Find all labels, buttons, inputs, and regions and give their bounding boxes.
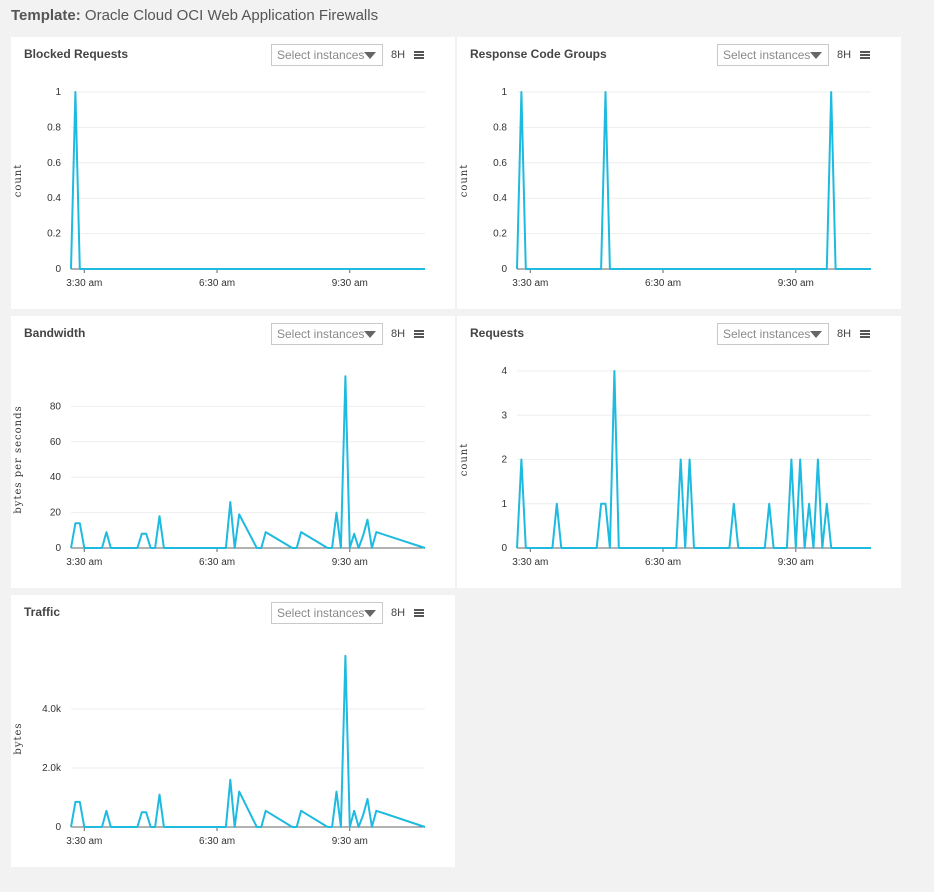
y-tick-label: 60 <box>50 437 62 448</box>
x-tick-label: 3:30 am <box>512 557 548 568</box>
x-tick-label: 3:30 am <box>66 557 102 568</box>
y-tick-label: 1 <box>55 87 61 98</box>
x-tick-label: 3:30 am <box>512 278 548 289</box>
panel-traffic: Traffic Select instances 8H 0 2.0k 4.0k 3:3… <box>11 595 455 867</box>
y-tick-label: 0.4 <box>47 193 61 204</box>
y-axis-label: count <box>13 164 24 198</box>
x-tick-label: 9:30 am <box>778 278 814 289</box>
y-tick-label: 2 <box>501 455 507 466</box>
y-tick-label: 40 <box>50 472 62 483</box>
panel-blocked-requests: Blocked Requests Select instances 8H 0 0.… <box>11 37 455 309</box>
y-tick-label: 4.0k <box>42 704 62 715</box>
list-icon[interactable] <box>414 51 424 60</box>
panel-title: Traffic <box>24 605 61 619</box>
page-title: Template: Oracle Cloud OCI Web Applicati… <box>11 7 378 24</box>
caret-down-icon <box>364 331 376 338</box>
y-tick-label: 0 <box>501 264 507 275</box>
template-name: Oracle Cloud OCI Web Application Firewal… <box>84 7 379 24</box>
template-label: Template: <box>11 7 81 24</box>
series-line <box>70 375 426 549</box>
series-line <box>70 654 426 828</box>
select-placeholder: Select instances <box>723 48 811 62</box>
y-tick-label: 80 <box>50 401 62 412</box>
list-icon[interactable] <box>414 330 424 339</box>
panel-bandwidth: Bandwidth Select instances 8H 0 20 40 60 80 3… <box>11 316 455 588</box>
list-icon[interactable] <box>860 51 870 60</box>
x-tick-label: 6:30 am <box>199 278 235 289</box>
x-tick-label: 6:30 am <box>645 557 681 568</box>
time-range-button[interactable]: 8H <box>391 328 406 340</box>
y-tick-label: 0.6 <box>47 158 61 169</box>
y-tick-label: 0.8 <box>493 122 507 133</box>
series-line <box>70 91 425 270</box>
list-icon[interactable] <box>414 609 424 618</box>
select-instances-dropdown[interactable]: Select instances <box>717 323 829 345</box>
panel-requests: Requests Select instances 8H 0 1 2 3 4 3:30 a… <box>457 316 901 588</box>
x-tick-label: 9:30 am <box>332 278 368 289</box>
time-range-button[interactable]: 8H <box>837 49 852 61</box>
time-range-button[interactable]: 8H <box>837 328 852 340</box>
panel-title: Response Code Groups <box>470 47 607 61</box>
y-axis-label: bytes per seconds <box>13 405 24 513</box>
select-placeholder: Select instances <box>723 327 811 341</box>
chart-blocked-requests: 0 0.2 0.4 0.6 0.8 1 3:30 am 6:30 am 9:30 am count <box>13 87 425 289</box>
y-axis-label: count <box>459 164 470 198</box>
y-tick-label: 2.0k <box>42 763 62 774</box>
y-tick-label: 0.2 <box>47 229 61 240</box>
select-instances-dropdown[interactable]: Select instances <box>717 44 829 66</box>
y-axis-label: bytes <box>13 722 24 754</box>
select-placeholder: Select instances <box>277 327 365 341</box>
list-icon[interactable] <box>860 330 870 339</box>
x-tick-label: 6:30 am <box>199 557 235 568</box>
y-tick-label: 0.4 <box>493 193 507 204</box>
panel-title: Bandwidth <box>24 326 86 340</box>
y-tick-label: 1 <box>501 87 507 98</box>
x-tick-label: 9:30 am <box>778 557 814 568</box>
y-tick-label: 1 <box>501 499 507 510</box>
time-range-button[interactable]: 8H <box>391 607 406 619</box>
series-line <box>516 91 871 270</box>
select-instances-dropdown[interactable]: Select instances <box>271 323 383 345</box>
select-placeholder: Select instances <box>277 48 365 62</box>
panel-response-code-groups: Response Code Groups Select instances 8H… <box>457 37 901 309</box>
x-tick-label: 6:30 am <box>199 836 235 847</box>
y-tick-label: 0.2 <box>493 229 507 240</box>
y-tick-label: 0 <box>55 822 61 833</box>
x-tick-label: 6:30 am <box>645 278 681 289</box>
chart-bandwidth: 0 20 40 60 80 3:30 am 6:30 am 9:30 am bytes per … <box>13 375 426 568</box>
y-tick-label: 0.8 <box>47 122 61 133</box>
x-tick-label: 3:30 am <box>66 836 102 847</box>
panel-title: Blocked Requests <box>24 47 129 61</box>
series-line <box>516 370 871 549</box>
caret-down-icon <box>810 52 822 59</box>
y-tick-label: 0 <box>55 264 61 275</box>
caret-down-icon <box>364 610 376 617</box>
chart-requests: 0 1 2 3 4 3:30 am 6:30 am 9:30 am count <box>459 366 871 568</box>
select-instances-dropdown[interactable]: Select instances <box>271 602 383 624</box>
select-placeholder: Select instances <box>277 606 365 620</box>
caret-down-icon <box>364 52 376 59</box>
y-tick-label: 0 <box>55 543 61 554</box>
chart-response-code-groups: 0 0.2 0.4 0.6 0.8 1 3:30 am 6:30 am 9:30 am count <box>459 87 871 289</box>
select-instances-dropdown[interactable]: Select instances <box>271 44 383 66</box>
chart-traffic: 0 2.0k 4.0k 3:30 am 6:30 am 9:30 am bytes <box>13 654 426 847</box>
time-range-button[interactable]: 8H <box>391 49 406 61</box>
y-axis-label: count <box>459 443 470 477</box>
x-tick-label: 3:30 am <box>66 278 102 289</box>
x-tick-label: 9:30 am <box>332 836 368 847</box>
y-tick-label: 4 <box>501 366 507 377</box>
y-tick-label: 20 <box>50 508 62 519</box>
y-tick-label: 0.6 <box>493 158 507 169</box>
x-tick-label: 9:30 am <box>332 557 368 568</box>
panel-title: Requests <box>470 326 525 340</box>
y-tick-label: 0 <box>501 543 507 554</box>
y-tick-label: 3 <box>501 410 507 421</box>
caret-down-icon <box>810 331 822 338</box>
